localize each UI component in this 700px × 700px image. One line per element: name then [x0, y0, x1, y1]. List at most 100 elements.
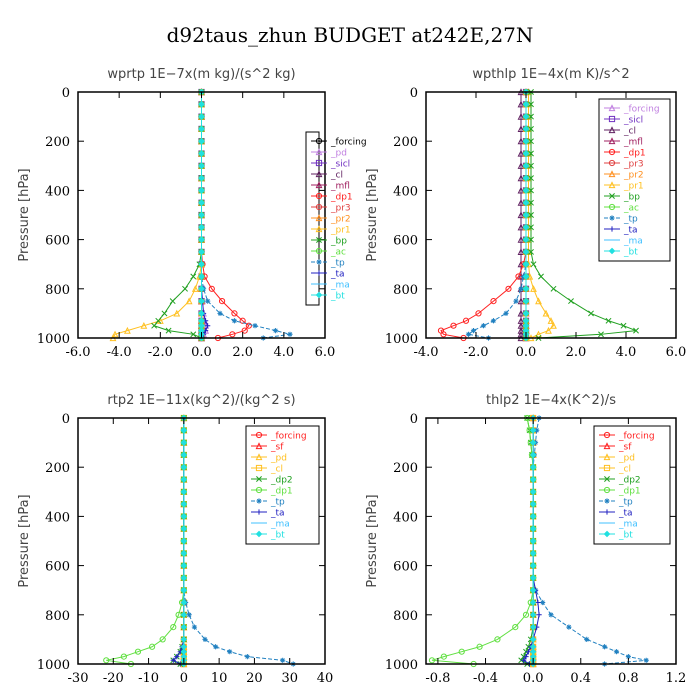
data-point — [440, 331, 447, 338]
legend-marker — [609, 226, 615, 232]
data-point — [480, 323, 487, 329]
legend-entry: _pd — [618, 454, 635, 464]
data-point — [190, 331, 197, 338]
data-point — [522, 211, 530, 219]
data-point — [517, 174, 525, 182]
data-point — [186, 612, 192, 618]
x-tick-label: -20 — [103, 671, 124, 686]
y-tick-label: 400 — [45, 184, 70, 199]
legend-marker — [608, 170, 616, 178]
x-tick-label: 0.0 — [191, 345, 212, 360]
data-point — [198, 285, 205, 293]
y-tick-label: 0 — [410, 86, 418, 101]
data-point — [517, 100, 525, 108]
data-point — [522, 187, 530, 194]
plot-frame — [425, 91, 677, 339]
x-tick-label: 40 — [317, 671, 334, 686]
data-point — [547, 317, 555, 324]
series-pr1 — [109, 88, 205, 342]
data-point — [605, 317, 612, 324]
legend-marker — [315, 181, 323, 189]
x-tick-label: 4.0 — [616, 345, 637, 360]
data-point — [550, 321, 557, 329]
data-point — [522, 223, 530, 231]
legend-entry: _pr2 — [330, 215, 351, 225]
y-tick-label: 800 — [45, 283, 70, 298]
legend-entry: _pd — [270, 454, 287, 464]
legend-entry: _cl — [330, 171, 343, 181]
legend-entry: _cl — [270, 465, 283, 475]
data-point — [517, 260, 525, 268]
legend-entry: _sf — [618, 443, 632, 453]
data-point — [528, 138, 534, 145]
legend-entry: _pr2 — [623, 171, 644, 181]
data-point — [522, 310, 530, 317]
legend-marker — [255, 530, 263, 538]
legend-entry: _bt — [623, 248, 638, 258]
data-point — [198, 199, 205, 207]
data-point — [205, 298, 211, 304]
series-bt — [522, 88, 530, 342]
series-line — [106, 418, 185, 665]
legend-marker — [315, 291, 323, 299]
legend-entry: _bt — [330, 292, 345, 302]
legend-marker — [608, 115, 616, 123]
legend-marker — [603, 442, 611, 450]
data-point — [550, 285, 557, 292]
data-point — [517, 223, 525, 231]
chart-panel-3: rtp2 1E−11x(kg^2)/(kg^2 s) Pressure [hPa]… — [17, 393, 333, 686]
data-point — [180, 463, 188, 471]
data-point — [198, 273, 205, 280]
y-axis-label: Pressure [hPa] — [365, 168, 380, 261]
data-point — [174, 654, 180, 660]
data-point — [598, 331, 604, 338]
legend-marker — [255, 464, 263, 472]
data-point — [476, 643, 483, 650]
data-point — [149, 643, 156, 650]
legend: _forcing_pd_sicl_cl_mfl_dp1_pr3_pr2_pr1_… — [305, 131, 367, 306]
y-tick-label: 600 — [45, 234, 70, 249]
legend-entry: _sicl — [623, 116, 643, 126]
data-point — [465, 331, 472, 337]
data-point — [528, 150, 534, 157]
legend-entry: _pr1 — [330, 226, 351, 236]
x-tick-label: 0.0 — [523, 671, 544, 686]
legend-marker — [603, 486, 611, 494]
x-tick-label: 0.4 — [570, 671, 591, 686]
data-point — [198, 187, 205, 194]
data-point — [522, 125, 530, 133]
x-tick-label: -0.8 — [425, 671, 450, 686]
series-bt — [529, 414, 537, 668]
data-point — [103, 657, 110, 664]
legend-entry: _pr3 — [623, 160, 644, 170]
data-point — [180, 439, 188, 446]
data-point — [601, 644, 608, 650]
data-point — [191, 285, 199, 292]
data-point — [170, 657, 176, 663]
chart-panel-2: wpthlp 1E−4x(m K)/s^2 Pressure [hPa] -4.0 -… — [365, 67, 686, 360]
legend-entry: _ma — [623, 237, 643, 247]
data-point — [202, 636, 208, 642]
data-point — [529, 463, 537, 471]
y-tick-label: 800 — [393, 609, 418, 624]
data-point — [517, 326, 525, 334]
figure-title: d92taus_zhun BUDGET at242E,27N — [167, 23, 534, 47]
chart-panel-1: wprtp 1E−7x(m kg)/(s^2 kg) Pressure [hPa]… — [17, 67, 367, 360]
y-tick-label: 1000 — [385, 332, 418, 347]
legend-entry: _bt — [270, 531, 285, 541]
plot-frame — [425, 417, 677, 665]
data-point — [120, 653, 127, 660]
data-point — [198, 236, 205, 243]
legend-marker — [256, 476, 262, 482]
y-axis-label: Pressure [hPa] — [17, 168, 32, 261]
legend-entry: _dp1 — [330, 193, 353, 203]
data-point — [505, 285, 512, 292]
series-line — [530, 92, 637, 339]
data-point — [198, 113, 205, 120]
legend-marker — [608, 137, 616, 145]
data-point — [528, 101, 534, 108]
data-point — [529, 513, 537, 520]
y-axis-label: Pressure [hPa] — [365, 494, 380, 587]
data-point — [198, 223, 205, 231]
x-tick-label: -0.4 — [473, 671, 498, 686]
